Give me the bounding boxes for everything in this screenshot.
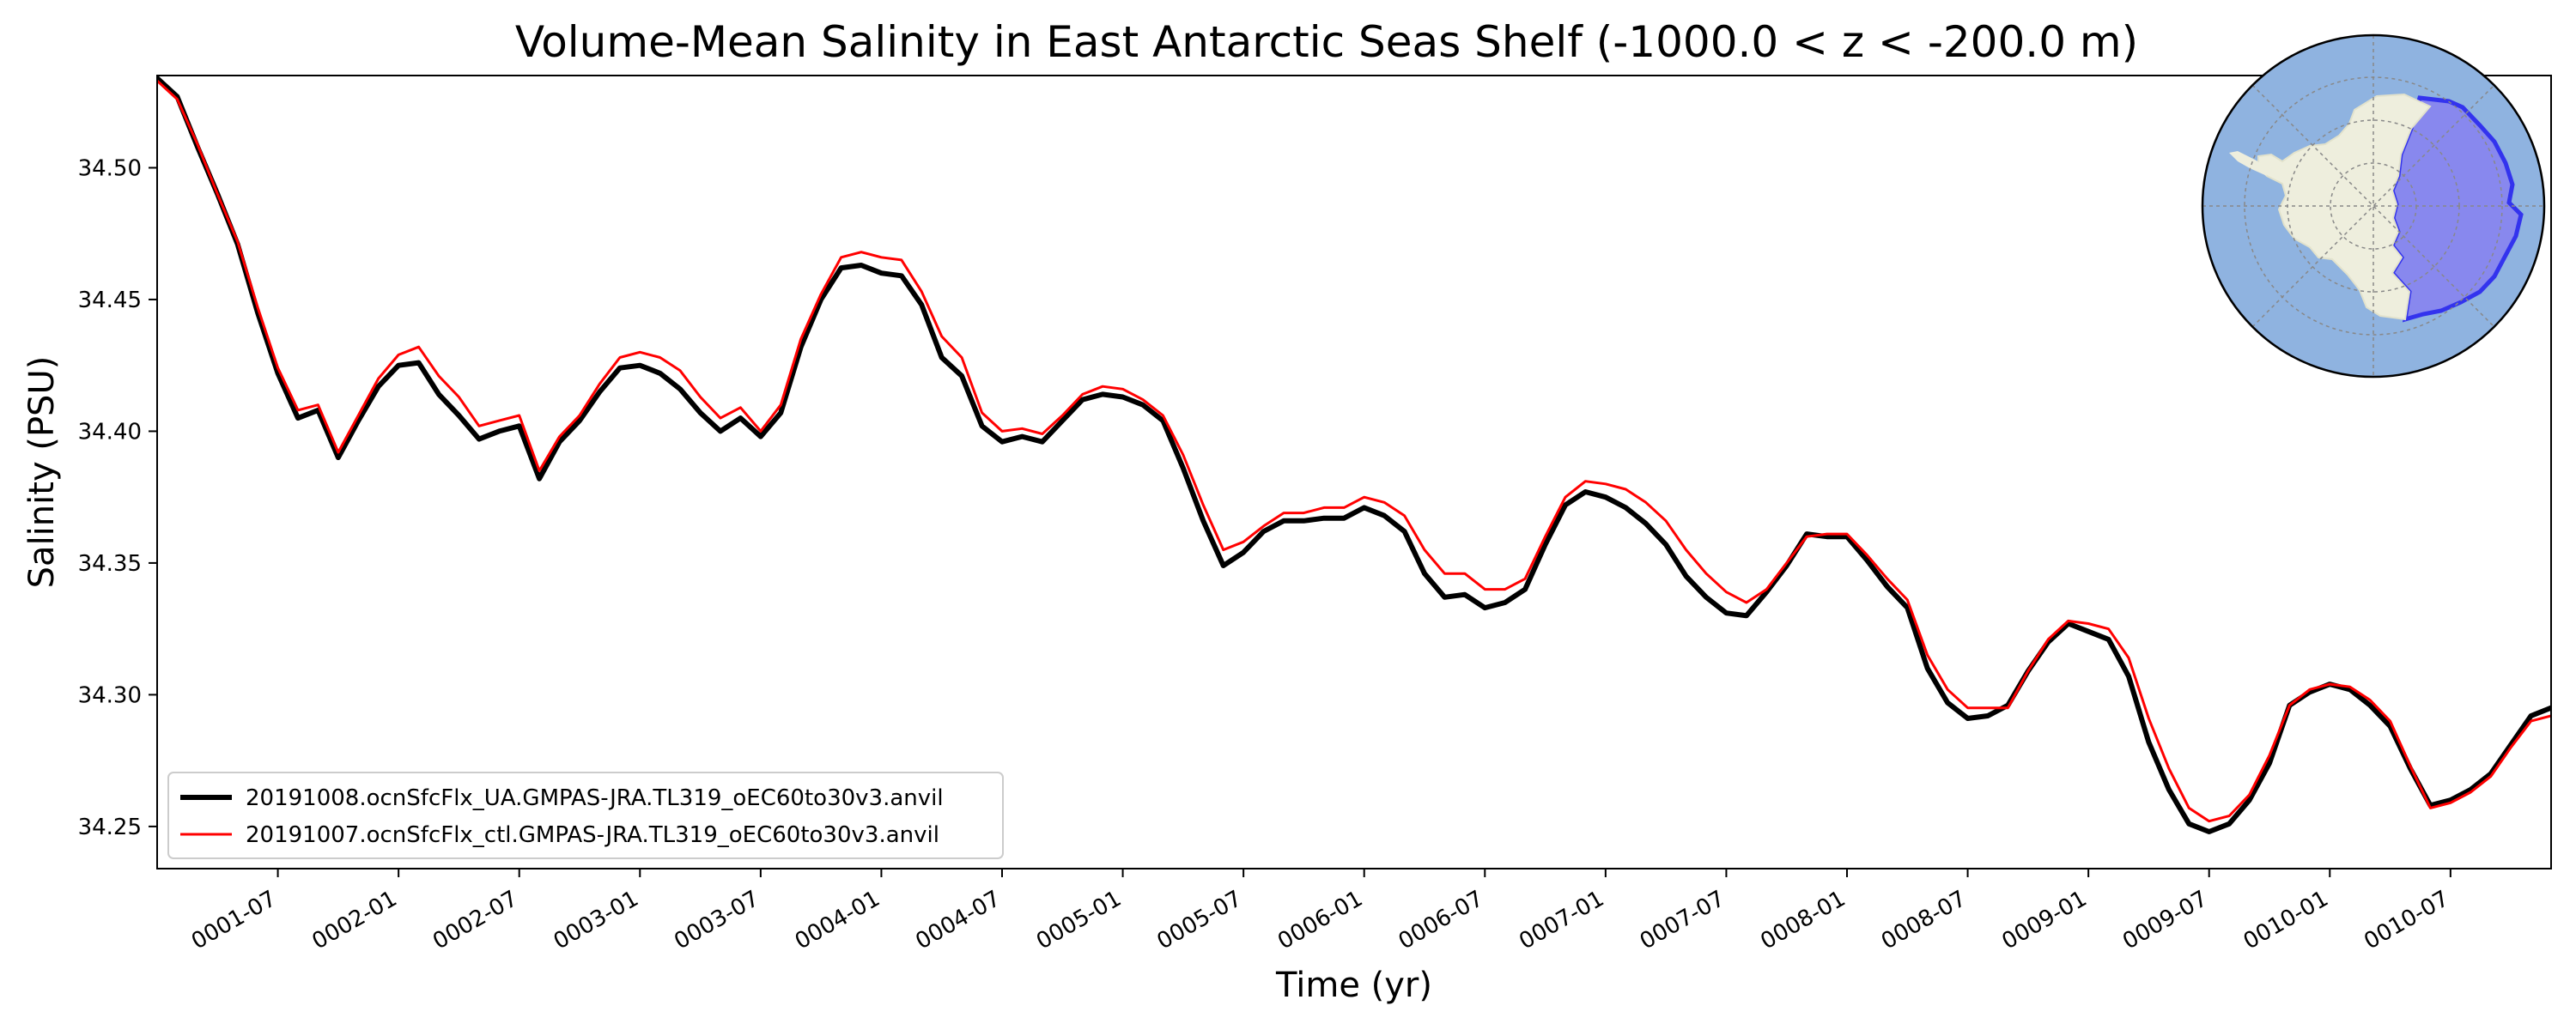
inset-map — [2201, 33, 2546, 379]
y-tick-label: 34.35 — [78, 551, 142, 577]
y-axis-label: Salinity (PSU) — [22, 356, 62, 589]
y-tick-label: 34.50 — [78, 155, 142, 181]
map-boundary — [2201, 33, 2546, 379]
map-graticule — [2202, 35, 2544, 377]
x-axis-label: Time (yr) — [1275, 966, 1432, 1005]
series-line-ua — [157, 76, 2551, 834]
legend: 20191008.ocnSfcFlx_UA.GMPAS-JRA.TL319_oE… — [167, 772, 1004, 859]
y-tick-label: 34.25 — [78, 815, 142, 840]
antarctic-peninsula — [2229, 151, 2267, 176]
plot-frame — [156, 75, 2552, 869]
y-tick-label: 34.40 — [78, 419, 142, 445]
legend-box — [167, 772, 1004, 859]
antarctica-land — [2257, 93, 2432, 321]
series-line-ctl — [157, 79, 2551, 823]
legend-label-ctl: 20191007.ocnSfcFlx_ctl.GMPAS-JRA.TL319_o… — [246, 822, 939, 848]
series-layer — [157, 76, 2551, 834]
y-tick-label: 34.30 — [78, 682, 142, 708]
chart-title: Volume-Mean Salinity in East Antarctic S… — [515, 17, 2138, 67]
y-tick-label: 34.45 — [78, 288, 142, 313]
legend-label-ua: 20191008.ocnSfcFlx_UA.GMPAS-JRA.TL319_oE… — [246, 785, 944, 811]
